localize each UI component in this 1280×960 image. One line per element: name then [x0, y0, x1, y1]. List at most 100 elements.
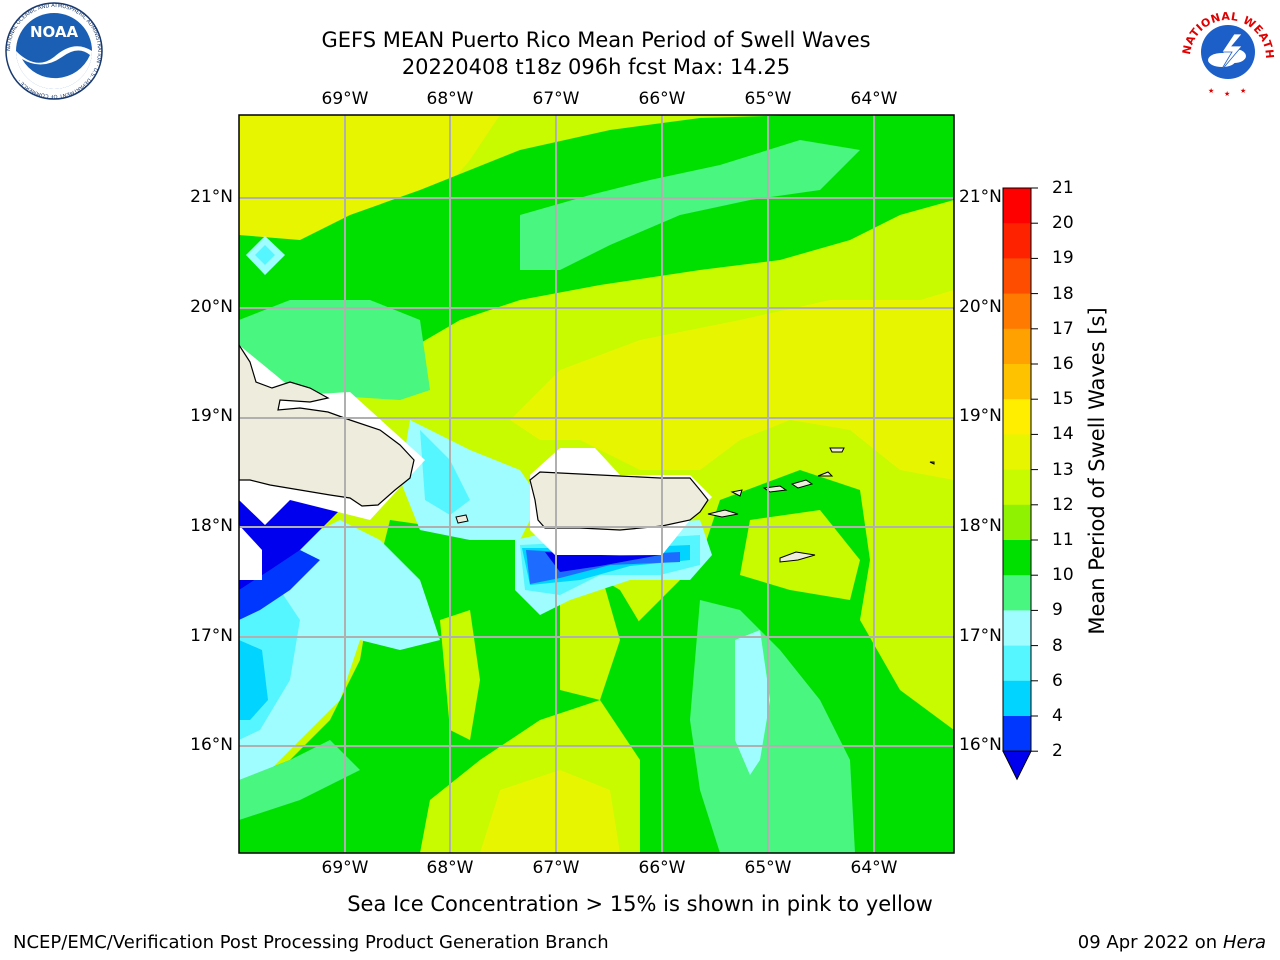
- colorbar-band: [1003, 223, 1031, 259]
- lat-label-left: 16°N: [190, 735, 233, 755]
- contour-4-west: [239, 640, 268, 720]
- colorbar-tick-label: 16: [1052, 354, 1074, 374]
- colorbar-band: [1003, 399, 1031, 435]
- contour-9-west: [239, 300, 430, 400]
- lat-label-right: 20°N: [959, 297, 1002, 317]
- contour-9-southeast: [690, 600, 855, 853]
- lat-label-left: 18°N: [190, 516, 233, 536]
- colorbar-band: [1003, 680, 1031, 717]
- colorbar-band: [1003, 258, 1031, 295]
- contour-9-west-south: [239, 740, 360, 820]
- colorbar-tick-label: 12: [1052, 494, 1074, 515]
- land-puerto-rico: [529, 471, 709, 531]
- land-tortola: [790, 479, 814, 489]
- lon-label-top: 67°W: [532, 89, 580, 109]
- lon-label-bottom: 68°W: [426, 858, 474, 878]
- colorbar-band: [1003, 434, 1031, 471]
- map-grid: [239, 115, 954, 853]
- colorbar-band: [1003, 610, 1031, 647]
- lon-label-top: 64°W: [850, 89, 898, 109]
- lat-label-left: 20°N: [190, 297, 233, 317]
- colorbar-band: [1003, 293, 1031, 330]
- sea-ice-caption: Sea Ice Concentration > 15% is shown in …: [347, 892, 933, 916]
- lat-label-left: 21°N: [190, 187, 233, 207]
- lon-label-bottom: 69°W: [321, 858, 369, 878]
- contour-6-nw-spot: [255, 245, 275, 265]
- svg-text:★: ★: [1224, 90, 1230, 98]
- colorbar-tick-label: 21: [1052, 178, 1074, 198]
- colorbar-label: Mean Period of Swell Waves [s]: [1085, 307, 1109, 635]
- map-frame: [238, 114, 955, 854]
- colorbar-tick-label: 6: [1052, 670, 1063, 691]
- lon-label-bottom: 67°W: [532, 858, 580, 878]
- colorbar-tick-label: 17: [1052, 318, 1074, 339]
- lon-label-bottom: 64°W: [850, 858, 898, 878]
- colorbar-band: [1003, 504, 1031, 541]
- colorbar-band: [1003, 575, 1031, 611]
- land-virgin-gorda: [817, 471, 834, 477]
- lon-label-bottom: 65°W: [744, 858, 792, 878]
- colorbar-band: [1003, 645, 1031, 682]
- noaa-logo: NOAA NATIONAL OCEANIC AND ATMOSPHERIC AD…: [5, 2, 103, 100]
- contour-12-south3: [560, 570, 620, 700]
- lat-label-right: 18°N: [959, 516, 1002, 536]
- colorbar-tick-label: 15: [1052, 389, 1074, 410]
- contour-13-south: [480, 770, 620, 853]
- lat-label-left: 17°N: [190, 626, 233, 646]
- colorbar-band: [1003, 469, 1031, 506]
- colorbar-tick-label: 4: [1052, 706, 1063, 726]
- colorbar-band: [1003, 540, 1031, 576]
- contour-under-prsouth: [545, 552, 660, 572]
- lat-label-right: 21°N: [959, 187, 1002, 207]
- contour-2-west: [239, 550, 320, 620]
- colorbar-tick-label: 2: [1052, 741, 1063, 762]
- contour-8-southeast: [735, 630, 770, 775]
- colorbar-tick-label: 8: [1052, 635, 1063, 656]
- lon-label-bottom: 66°W: [638, 858, 686, 878]
- lat-label-right: 16°N: [959, 735, 1002, 755]
- colorbar-tick-label: 20: [1052, 213, 1074, 234]
- land-hispaniola: [239, 343, 415, 507]
- map-title-line2: 20220408 t18z 096h fcst Max: 14.25: [401, 55, 791, 79]
- footer-host: Hera: [1222, 932, 1266, 953]
- colorbar-band: [1003, 716, 1031, 752]
- footer-date-text: 09 Apr 2022 on: [1077, 932, 1223, 953]
- mask-hispaniola-west: [239, 525, 262, 580]
- lat-label-left: 19°N: [190, 406, 233, 426]
- colorbar-tick-label: 18: [1052, 283, 1074, 304]
- map-title-line1: GEFS MEAN Puerto Rico Mean Period of Swe…: [321, 28, 871, 52]
- colorbar-tick-label: 11: [1052, 530, 1074, 550]
- land-cay: [929, 461, 935, 465]
- nws-logo: NATIONAL WEATHER SERVICE ★ ★ ★: [1178, 0, 1276, 98]
- colorbar-tick-label: 10: [1052, 565, 1074, 586]
- land-culebra: [730, 489, 743, 497]
- contour-13-center: [510, 290, 954, 480]
- colorbar-band: [1003, 188, 1031, 224]
- contour-6-mona: [420, 430, 470, 515]
- colorbar: [1002, 187, 1038, 781]
- land-st-croix: [779, 551, 816, 563]
- lon-label-top: 66°W: [638, 89, 686, 109]
- svg-text:★: ★: [1240, 87, 1246, 95]
- lon-label-top: 65°W: [744, 89, 792, 109]
- land-mona: [455, 514, 469, 524]
- footer-branch: NCEP/EMC/Verification Post Processing Pr…: [13, 932, 609, 953]
- lon-label-top: 69°W: [321, 89, 369, 109]
- colorbar-tick-label: 13: [1052, 459, 1074, 480]
- colorbar-tick-label: 9: [1052, 600, 1063, 621]
- colorbar-band: [1003, 328, 1031, 365]
- svg-text:NOAA: NOAA: [30, 23, 79, 41]
- lon-label-top: 68°W: [426, 89, 474, 109]
- land-vieques: [707, 509, 739, 518]
- footer-date: 09 Apr 2022 on Hera: [1078, 932, 1266, 954]
- contour-9-north: [520, 140, 860, 270]
- lat-label-right: 19°N: [959, 406, 1002, 426]
- lat-label-right: 17°N: [959, 626, 1002, 646]
- colorbar-tick-label: 19: [1052, 248, 1074, 269]
- colorbar-under-arrow: [1002, 750, 1032, 781]
- land-anegada: [829, 447, 845, 453]
- colorbar-tick-label: 14: [1052, 424, 1074, 445]
- colorbar-band: [1003, 364, 1031, 400]
- svg-text:★: ★: [1208, 87, 1214, 95]
